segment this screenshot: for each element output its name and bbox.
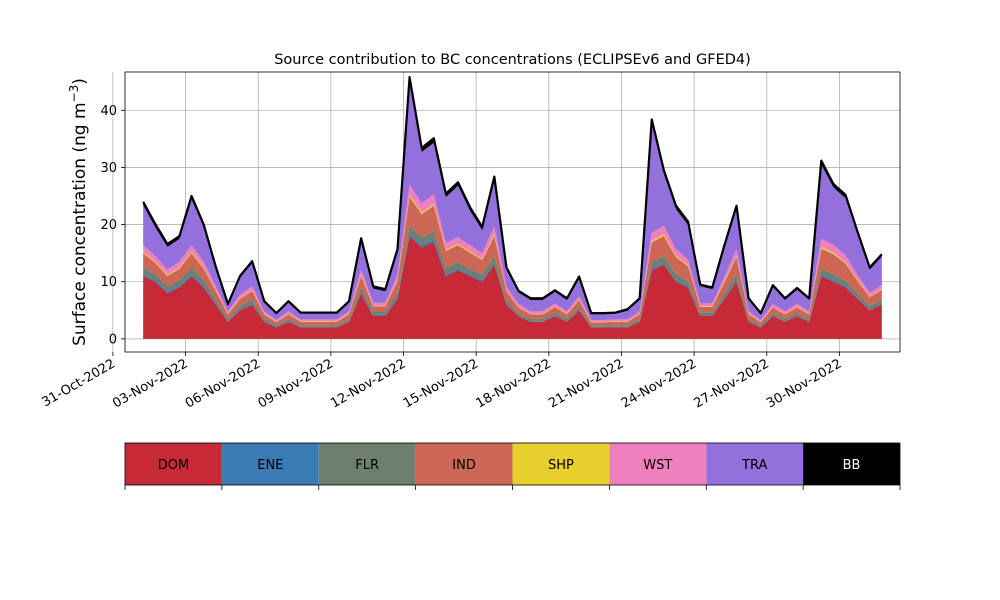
legend-swatch-wst [609,443,707,485]
legend-label: DOM [158,458,189,473]
legend-label: ENE [257,458,283,473]
y-tick-label: 30 [100,161,117,176]
x-tick-label: 09-Nov-2022 [256,356,336,411]
legend-label: SHP [548,458,574,473]
y-axis-label: Surface concentration (ng m−3) [67,78,90,346]
legend-swatch-bb [803,443,900,485]
y-axis-label-exponent: −3 [67,85,81,103]
legend-label: FLR [355,458,379,473]
x-tick-label: 21-Nov-2022 [546,356,626,411]
legend-swatch-ene [221,443,319,485]
x-tick-label: 15-Nov-2022 [401,356,481,411]
x-tick-label: 30-Nov-2022 [764,356,844,411]
stacked-areas [143,77,882,339]
chart-title: Source contribution to BC concentrations… [274,52,751,68]
x-tick-label: 03-Nov-2022 [110,356,190,411]
x-tick-label: 31-Oct-2022 [39,356,117,410]
x-tick-label: 24-Nov-2022 [619,356,699,411]
area-dom [143,236,882,339]
y-tick-label: 40 [100,104,117,119]
y-tick-label: 20 [100,218,117,233]
x-tick-label: 06-Nov-2022 [183,356,263,411]
legend-label: TRA [741,458,767,473]
y-axis-label-close: ) [70,78,90,85]
x-axis-ticks: 31-Oct-202203-Nov-202206-Nov-202209-Nov-… [39,352,844,411]
legend-label: IND [452,458,476,473]
y-axis-label-main: Surface concentration (ng m [70,102,90,345]
total-concentration-line [142,76,883,315]
x-tick-label: 18-Nov-2022 [474,356,554,411]
legend-swatch-shp [512,443,610,485]
legend-label: WST [643,458,672,473]
y-tick-label: 0 [109,332,117,347]
x-tick-label: 12-Nov-2022 [328,356,408,411]
legend-swatch-ind [415,443,513,485]
x-tick-label: 27-Nov-2022 [692,356,772,411]
y-tick-label: 10 [100,275,117,290]
color-bar-legend: DOM ENE FLR IND SHP WST TRA BB [124,442,901,490]
plot-frame [124,71,901,353]
area-tra [143,81,882,320]
legend-swatch-flr [318,443,416,485]
legend-swatch-tra [706,443,804,485]
legend-swatch-dom [125,443,222,485]
y-axis-ticks: 0 10 20 30 40 [100,104,125,347]
legend-label: BB [843,458,861,473]
